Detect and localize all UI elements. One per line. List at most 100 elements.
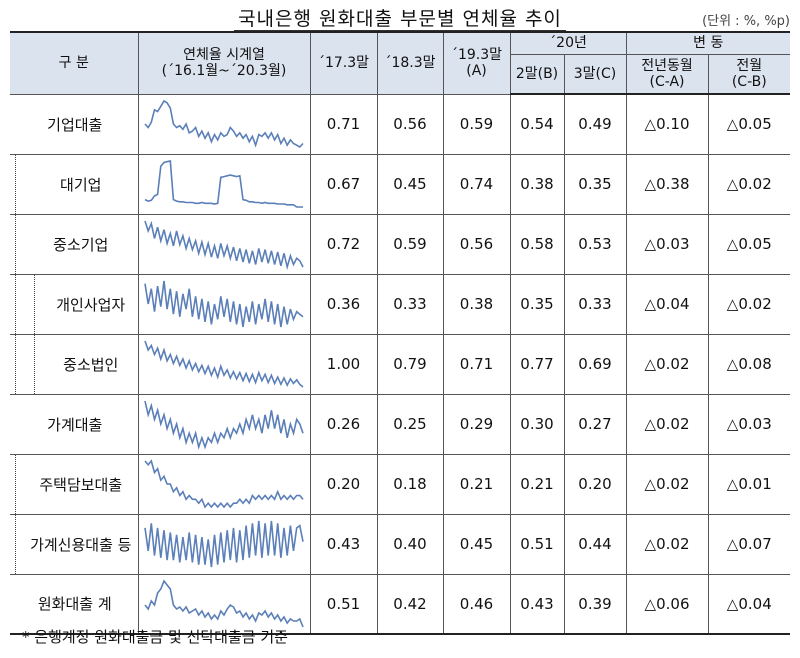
tree-guide — [15, 274, 16, 334]
row-label-cell: 가계대출 — [10, 393, 139, 455]
value-17-3: 0.72 — [309, 213, 378, 275]
value-18-3: 0.40 — [376, 513, 444, 575]
row-label: 주택담보대출 — [39, 475, 123, 494]
sparkline-cell — [137, 153, 311, 215]
header-17-3: ´17.3말 — [309, 31, 378, 95]
value-19-3: 0.38 — [442, 273, 511, 335]
value-20-2: 0.30 — [509, 393, 565, 455]
sparkline-series — [143, 579, 304, 628]
sparkline-series — [143, 459, 304, 509]
footnote: * 은행계정 원화대출금 및 신탁대출금 기준 — [22, 628, 288, 646]
change-yoy: △0.02 — [625, 333, 709, 395]
sparkline-series — [143, 340, 304, 388]
value-18-3: 0.79 — [376, 333, 444, 395]
row-label-cell: 원화대출 계 — [10, 573, 139, 635]
value-20-3: 0.33 — [563, 273, 627, 335]
tree-guide — [15, 514, 16, 574]
sparkline-cell — [137, 573, 311, 635]
change-yoy: △0.10 — [625, 93, 709, 155]
sparkline-chart — [143, 400, 304, 450]
value-20-2: 0.58 — [509, 213, 565, 275]
value-20-3: 0.44 — [563, 513, 627, 575]
value-17-3: 0.71 — [309, 93, 378, 155]
value-18-3: 0.33 — [376, 273, 444, 335]
sparkline-series — [143, 220, 304, 271]
row-label-cell: 중소기업 — [10, 213, 139, 275]
sparkline-chart — [143, 220, 304, 271]
change-mom: △0.02 — [707, 153, 791, 215]
value-20-2: 0.54 — [509, 93, 565, 155]
tree-guide — [15, 334, 16, 394]
value-19-3: 0.71 — [442, 333, 511, 395]
change-mom: △0.08 — [707, 333, 791, 395]
table-row: 중소기업 0.72 0.59 0.56 0.58 0.53 △0.03 △0.05 — [10, 213, 791, 275]
value-17-3: 0.20 — [309, 453, 378, 515]
value-20-2: 0.21 — [509, 453, 565, 515]
sparkline-chart — [143, 579, 304, 628]
row-label: 중소법인 — [63, 355, 119, 374]
header-category: 구 분 — [10, 31, 139, 95]
row-label-cell: 대기업 — [10, 153, 139, 215]
value-19-3: 0.59 — [442, 93, 511, 155]
header-yoy: 전년동월 (C-A) — [625, 53, 709, 95]
table-row: 주택담보대출 0.20 0.18 0.21 0.21 0.20 △0.02 △0.01 — [10, 453, 791, 515]
header-20-2: 2말(B) — [510, 53, 565, 95]
value-19-3: 0.46 — [442, 573, 511, 635]
sparkline-chart — [143, 459, 304, 509]
tree-guide — [15, 214, 16, 274]
row-label: 원화대출 계 — [37, 595, 112, 614]
row-label-cell: 가계신용대출 등 — [10, 513, 139, 575]
tree-guide — [15, 454, 16, 514]
value-17-3: 0.36 — [309, 273, 378, 335]
change-mom: △0.01 — [707, 453, 791, 515]
delinquency-table: 구 분 연체율 시계열 (´16.1월~´20.3월) ´17.3말 ´18.3말… — [10, 31, 791, 635]
change-yoy: △0.04 — [625, 273, 709, 335]
sparkline-series — [144, 160, 303, 208]
sparkline-cell — [137, 93, 311, 155]
value-20-3: 0.39 — [563, 573, 627, 635]
value-17-3: 0.51 — [309, 573, 378, 635]
change-yoy: △0.02 — [625, 393, 709, 455]
header-19-3: ´19.3말 (A) — [442, 31, 511, 95]
value-19-3: 0.21 — [442, 453, 511, 515]
change-mom: △0.05 — [707, 213, 791, 275]
sparkline-series — [143, 400, 304, 450]
page-title: 국내은행 원화대출 부문별 연체율 추이 — [0, 4, 800, 31]
value-20-3: 0.49 — [563, 93, 627, 155]
table-row: 개인사업자 0.36 0.33 0.38 0.35 0.33 △0.04 △0.02 — [10, 273, 791, 335]
table-row: 대기업 0.67 0.45 0.74 0.38 0.35 △0.38 △0.02 — [10, 153, 791, 215]
change-yoy: △0.02 — [625, 513, 709, 575]
row-label-cell: 주택담보대출 — [10, 453, 139, 515]
table-row: 가계신용대출 등 0.43 0.40 0.45 0.51 0.44 △0.02 △0.07 — [10, 513, 791, 575]
sparkline-chart — [144, 160, 303, 208]
sparkline-chart — [143, 280, 304, 328]
row-label-cell: 개인사업자 — [10, 273, 139, 335]
change-mom: △0.05 — [707, 93, 791, 155]
value-19-3: 0.29 — [442, 393, 511, 455]
change-mom: △0.02 — [707, 273, 791, 335]
header-mom: 전월 (C-B) — [707, 53, 791, 95]
header-group-2020: ´20년 — [509, 31, 627, 55]
value-17-3: 0.26 — [309, 393, 378, 455]
header-series: 연체율 시계열 (´16.1월~´20.3월) — [137, 31, 311, 95]
tree-guide — [34, 334, 35, 394]
value-18-3: 0.59 — [376, 213, 444, 275]
table-row: 기업대출 0.71 0.56 0.59 0.54 0.49 △0.10 △0.05 — [10, 93, 791, 155]
table-row: 원화대출 계 0.51 0.42 0.46 0.43 0.39 △0.06 △0.04 — [10, 573, 791, 635]
sparkline-series — [143, 99, 304, 149]
value-20-2: 0.77 — [509, 333, 565, 395]
sparkline-cell — [137, 513, 311, 575]
sparkline-series — [143, 280, 304, 328]
change-mom: △0.04 — [707, 573, 791, 635]
value-20-3: 0.20 — [563, 453, 627, 515]
tree-guide — [34, 274, 35, 334]
value-18-3: 0.45 — [376, 153, 444, 215]
value-19-3: 0.45 — [442, 513, 511, 575]
unit-label: (단위 : %, %p) — [702, 14, 790, 29]
value-20-2: 0.51 — [509, 513, 565, 575]
table-row: 가계대출 0.26 0.25 0.29 0.30 0.27 △0.02 △0.03 — [10, 393, 791, 455]
sparkline-cell — [137, 333, 311, 395]
change-mom: △0.07 — [707, 513, 791, 575]
sparkline-series — [143, 520, 304, 568]
value-20-2: 0.35 — [509, 273, 565, 335]
